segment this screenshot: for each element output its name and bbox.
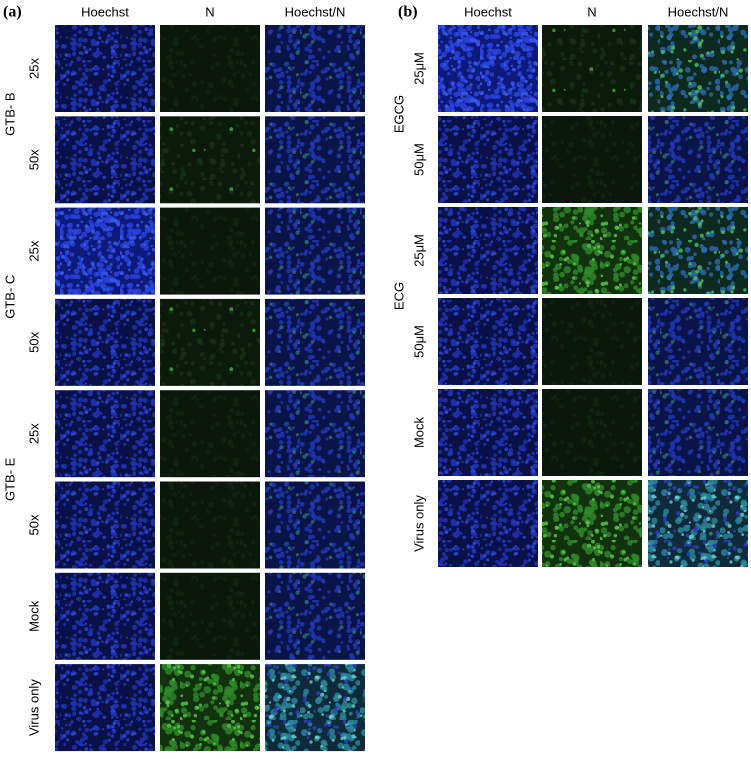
micrograph xyxy=(160,207,260,295)
micrograph xyxy=(542,298,642,385)
column-header: Hoechst/N xyxy=(285,4,346,19)
micrograph xyxy=(265,664,365,752)
group-label: GTB- C xyxy=(2,275,17,319)
row-label: Mock xyxy=(411,416,426,448)
micrograph xyxy=(265,390,365,478)
row-label: 50μM xyxy=(411,143,426,176)
micrograph xyxy=(648,116,748,203)
micrograph xyxy=(648,389,748,476)
micrograph xyxy=(438,298,538,385)
micrograph xyxy=(265,207,365,295)
panel-label: (a) xyxy=(3,4,22,21)
row-label: 50x xyxy=(26,514,41,535)
micrograph xyxy=(542,116,642,203)
row-label: 25x xyxy=(26,240,41,261)
row-label: 50x xyxy=(26,149,41,170)
group-label: GTB- B xyxy=(2,92,17,135)
group-label: EGCG xyxy=(391,95,406,133)
panel-label: (b) xyxy=(398,4,418,21)
row-label: 25μM xyxy=(411,234,426,267)
micrograph xyxy=(55,664,155,752)
micrograph xyxy=(160,298,260,386)
row-label: Mock xyxy=(26,600,41,632)
row-label: Virus only xyxy=(26,679,41,736)
micrograph xyxy=(265,572,365,660)
micrograph xyxy=(265,298,365,386)
micrograph xyxy=(542,389,642,476)
group-label: ECG xyxy=(391,282,406,310)
micrograph xyxy=(265,25,365,112)
micrograph xyxy=(648,298,748,385)
micrograph xyxy=(160,25,260,112)
micrograph xyxy=(55,298,155,386)
group-label: GTB- E xyxy=(2,457,17,501)
micrograph xyxy=(438,480,538,567)
row-label: 50x xyxy=(26,331,41,352)
row-label: Virus only xyxy=(411,495,426,552)
column-header: Hoechst xyxy=(81,4,129,19)
micrograph xyxy=(160,390,260,478)
micrograph xyxy=(542,207,642,294)
micrograph xyxy=(160,481,260,569)
column-header: Hoechst/N xyxy=(668,4,729,19)
micrograph xyxy=(55,572,155,660)
micrograph xyxy=(55,390,155,478)
micrograph xyxy=(160,572,260,660)
micrograph xyxy=(438,116,538,203)
micrograph xyxy=(55,25,155,112)
micrograph xyxy=(160,116,260,204)
row-label: 50μM xyxy=(411,325,426,358)
micrograph xyxy=(648,25,748,112)
micrograph xyxy=(542,480,642,567)
column-header: Hoechst xyxy=(464,4,512,19)
micrograph xyxy=(648,207,748,294)
micrograph xyxy=(55,481,155,569)
micrograph xyxy=(438,207,538,294)
column-header: N xyxy=(205,4,214,19)
row-label: 25x xyxy=(26,58,41,79)
micrograph xyxy=(160,664,260,752)
row-label: 25μM xyxy=(411,52,426,85)
micrograph xyxy=(648,480,748,567)
micrograph xyxy=(542,25,642,112)
micrograph xyxy=(438,389,538,476)
micrograph xyxy=(55,116,155,204)
micrograph xyxy=(265,481,365,569)
micrograph xyxy=(265,116,365,204)
micrograph xyxy=(438,25,538,112)
row-label: 25x xyxy=(26,423,41,444)
column-header: N xyxy=(587,4,596,19)
micrograph xyxy=(55,207,155,295)
